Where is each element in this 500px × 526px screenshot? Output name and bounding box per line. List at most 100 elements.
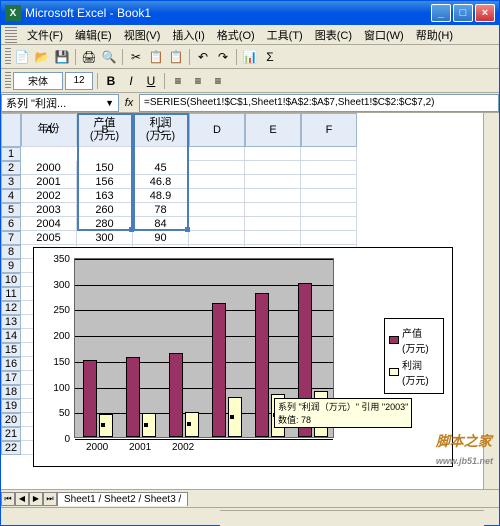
cell[interactable] xyxy=(189,231,245,245)
grip-icon[interactable] xyxy=(5,48,11,66)
tab-prev-icon[interactable]: ◀ xyxy=(15,492,29,506)
menu-tools[interactable]: 工具(T) xyxy=(261,25,309,45)
align-left-icon[interactable]: ≡ xyxy=(169,72,187,90)
cell[interactable] xyxy=(301,189,357,203)
cell[interactable] xyxy=(245,147,301,161)
cell[interactable]: 90 xyxy=(133,231,189,245)
cell[interactable]: 150 xyxy=(77,161,133,175)
menu-edit[interactable]: 编辑(E) xyxy=(69,25,118,45)
cell[interactable] xyxy=(301,161,357,175)
grip-icon[interactable] xyxy=(5,72,11,90)
minimize-button[interactable]: _ xyxy=(431,4,451,22)
row-header[interactable]: 5 xyxy=(1,203,21,217)
menu-chart[interactable]: 图表(C) xyxy=(309,25,358,45)
row-header[interactable]: 9 xyxy=(1,259,21,273)
cell[interactable] xyxy=(301,203,357,217)
row-header[interactable]: 7 xyxy=(1,231,21,245)
cell[interactable] xyxy=(245,161,301,175)
bar[interactable] xyxy=(169,353,183,437)
cell[interactable] xyxy=(189,161,245,175)
cell[interactable]: 300 xyxy=(77,231,133,245)
cell[interactable] xyxy=(245,217,301,231)
menu-view[interactable]: 视图(V) xyxy=(118,25,167,45)
cell[interactable]: 2005 xyxy=(21,231,77,245)
close-button[interactable]: × xyxy=(475,4,495,22)
row-header[interactable]: 17 xyxy=(1,371,21,385)
menu-insert[interactable]: 插入(I) xyxy=(166,25,210,45)
cell[interactable]: 163 xyxy=(77,189,133,203)
cell[interactable]: 46.8 xyxy=(133,175,189,189)
cell[interactable]: 260 xyxy=(77,203,133,217)
cell[interactable] xyxy=(189,147,245,161)
row-header[interactable]: 22 xyxy=(1,441,21,455)
cut-icon[interactable]: ✂ xyxy=(127,48,145,66)
chevron-down-icon[interactable]: ▼ xyxy=(105,98,114,108)
row-header[interactable]: 16 xyxy=(1,357,21,371)
cell[interactable] xyxy=(189,175,245,189)
cell[interactable] xyxy=(301,175,357,189)
row-header[interactable]: 11 xyxy=(1,287,21,301)
bar[interactable] xyxy=(83,360,97,437)
col-header[interactable]: F xyxy=(301,113,357,147)
row-header[interactable]: 13 xyxy=(1,315,21,329)
chart-icon[interactable]: 📊 xyxy=(241,48,259,66)
cell[interactable]: 78 xyxy=(133,203,189,217)
cell[interactable]: 280 xyxy=(77,217,133,231)
menu-file[interactable]: 文件(F) xyxy=(21,25,69,45)
cell[interactable]: 利润 (万元) xyxy=(133,113,189,147)
row-header[interactable]: 19 xyxy=(1,399,21,413)
formula-input[interactable]: =SERIES(Sheet1!$C$1,Sheet1!$A$2:$A$7,She… xyxy=(139,94,499,112)
row-header[interactable]: 21 xyxy=(1,427,21,441)
row-header[interactable]: 4 xyxy=(1,189,21,203)
cell[interactable] xyxy=(189,217,245,231)
redo-icon[interactable]: ↷ xyxy=(214,48,232,66)
cell[interactable]: 48.9 xyxy=(133,189,189,203)
cell[interactable] xyxy=(245,203,301,217)
cell[interactable] xyxy=(189,189,245,203)
cell[interactable] xyxy=(189,203,245,217)
fx-icon[interactable]: fx xyxy=(119,97,139,109)
bar[interactable] xyxy=(212,303,226,437)
horizontal-scrollbar[interactable] xyxy=(220,510,484,526)
tab-next-icon[interactable]: ▶ xyxy=(29,492,43,506)
font-select[interactable]: 宋体 xyxy=(13,72,63,90)
chart-legend[interactable]: 产值 (万元) 利润 (万元) xyxy=(384,318,444,394)
cell[interactable]: 2004 xyxy=(21,217,77,231)
sheet-tab[interactable]: Sheet1 / Sheet2 / Sheet3 / xyxy=(57,492,188,506)
underline-icon[interactable]: U xyxy=(142,72,160,90)
embedded-chart[interactable]: 050100150200250300350200220012000 产值 (万元… xyxy=(33,247,453,467)
cell[interactable]: 2003 xyxy=(21,203,77,217)
name-box[interactable]: 系列 "利润...▼ xyxy=(1,94,119,112)
row-header[interactable]: 8 xyxy=(1,245,21,259)
cell[interactable] xyxy=(301,217,357,231)
col-header[interactable]: D xyxy=(189,113,245,147)
col-header[interactable]: E xyxy=(245,113,301,147)
row-header[interactable]: 1 xyxy=(1,147,21,161)
size-select[interactable]: 12 xyxy=(65,72,93,90)
row-header[interactable]: 14 xyxy=(1,329,21,343)
row-header[interactable]: 15 xyxy=(1,343,21,357)
row-header[interactable]: 6 xyxy=(1,217,21,231)
bold-icon[interactable]: B xyxy=(102,72,120,90)
print-icon[interactable]: 🖨 xyxy=(80,48,98,66)
grip-icon[interactable] xyxy=(5,27,17,43)
cell[interactable] xyxy=(245,189,301,203)
cell[interactable]: 84 xyxy=(133,217,189,231)
open-icon[interactable]: 📂 xyxy=(33,48,51,66)
menu-help[interactable]: 帮助(H) xyxy=(410,25,459,45)
cell[interactable]: 2001 xyxy=(21,175,77,189)
cell[interactable] xyxy=(245,175,301,189)
undo-icon[interactable]: ↶ xyxy=(194,48,212,66)
preview-icon[interactable]: 🔍 xyxy=(100,48,118,66)
cell[interactable] xyxy=(301,231,357,245)
menu-window[interactable]: 窗口(W) xyxy=(358,25,410,45)
paste-icon[interactable]: 📋 xyxy=(167,48,185,66)
worksheet[interactable]: ABCDEF122000150453200115646.84200216348.… xyxy=(1,113,499,489)
align-right-icon[interactable]: ≡ xyxy=(209,72,227,90)
bar[interactable] xyxy=(126,357,140,437)
new-icon[interactable]: 📄 xyxy=(13,48,31,66)
align-center-icon[interactable]: ≡ xyxy=(189,72,207,90)
menu-format[interactable]: 格式(O) xyxy=(211,25,261,45)
maximize-button[interactable]: □ xyxy=(453,4,473,22)
tab-last-icon[interactable]: ⏭ xyxy=(43,492,57,506)
